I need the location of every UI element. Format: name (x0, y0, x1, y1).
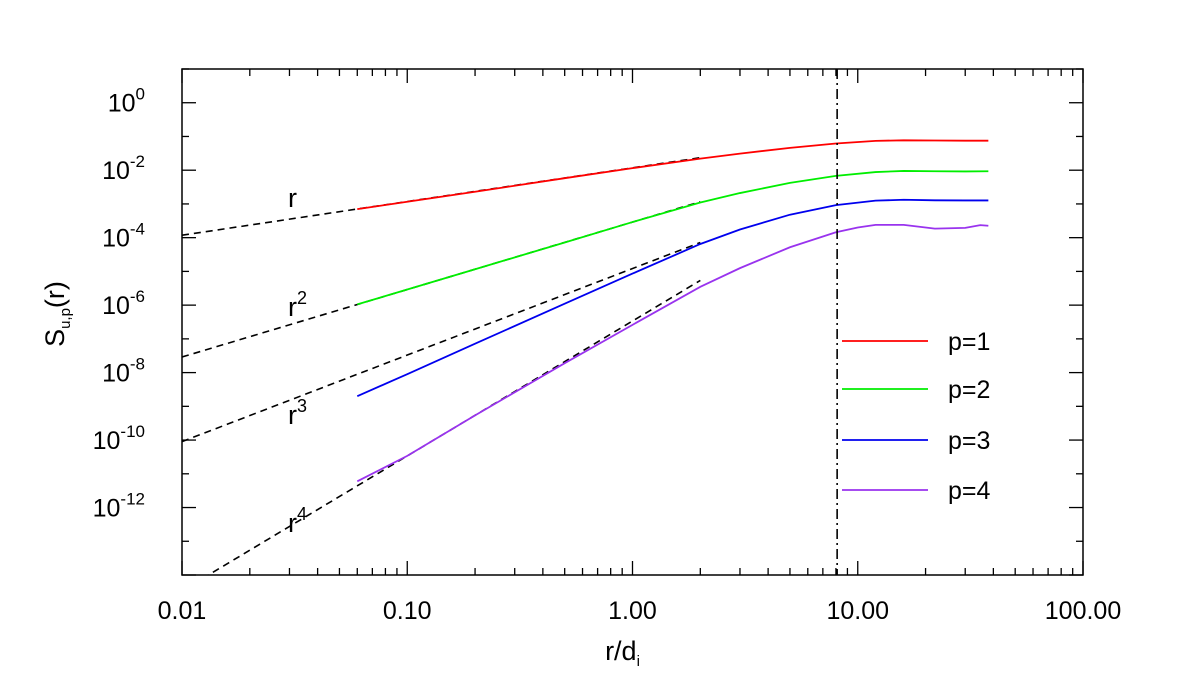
power-law-label-4: r4 (288, 504, 307, 538)
y-axis-title: Su,p(r) (40, 281, 74, 347)
power-law-label-3: r3 (288, 396, 307, 430)
y-tick-label: 10-6 (102, 287, 145, 320)
x-axis-title: r/di (605, 636, 640, 670)
legend-label-p2: p=2 (948, 376, 990, 404)
series-line-p3 (356, 198, 989, 398)
series-line-p2 (357, 170, 989, 306)
legend-label-p3: p=3 (948, 427, 990, 455)
series-line-p1 (357, 139, 989, 211)
y-tick-label: 10-12 (93, 490, 145, 523)
x-tick-label: 10.00 (826, 597, 889, 625)
legend-label-p1: p=1 (948, 328, 990, 356)
power-law-guide-3 (182, 241, 701, 443)
y-tick-label: 100 (108, 85, 145, 118)
y-tick-label: 10-8 (102, 355, 145, 388)
y-tick-label: 10-4 (102, 220, 145, 253)
x-tick-label: 0.01 (158, 597, 207, 625)
y-tick-label: 10-2 (102, 152, 145, 185)
x-tick-label: 0.10 (383, 597, 432, 625)
y-tick-label: 10-10 (93, 422, 145, 455)
legend-label-p4: p=4 (948, 477, 991, 505)
power-law-label-1: r (288, 183, 297, 213)
power-law-label-2: r2 (288, 288, 307, 322)
x-tick-label: 100.00 (1045, 597, 1121, 625)
x-tick-label: 1.00 (608, 597, 657, 625)
series-line-p4 (356, 223, 989, 483)
